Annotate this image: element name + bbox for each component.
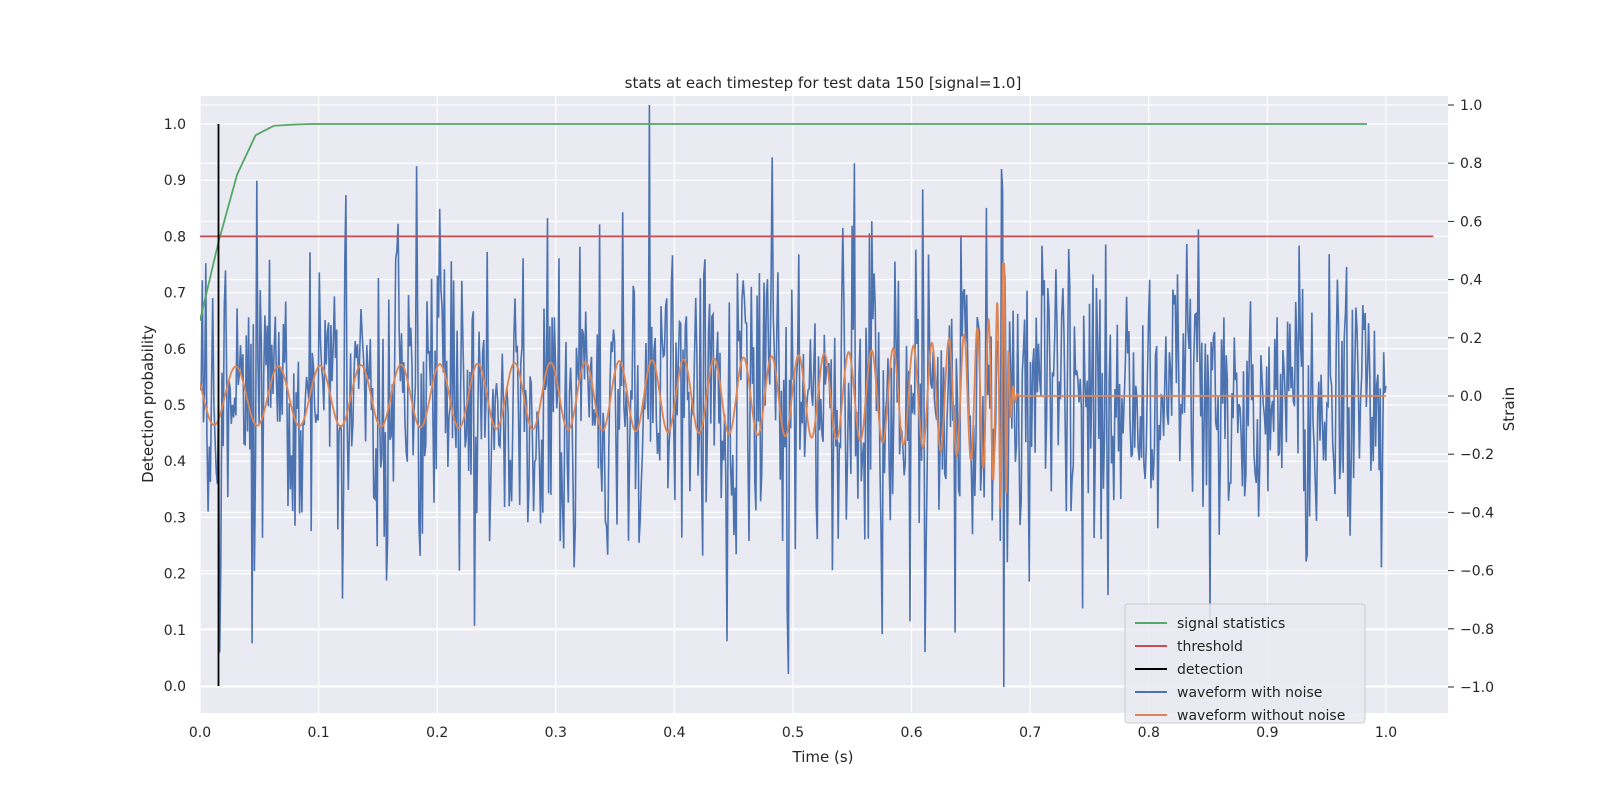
legend-label: signal statistics: [1177, 616, 1285, 632]
right-tick-label: −1.0: [1460, 680, 1494, 696]
left-tick-label: 0.2: [164, 567, 186, 583]
legend-label: waveform without noise: [1177, 708, 1345, 724]
right-tick-label: 0.4: [1460, 273, 1482, 289]
right-tick-label: −0.2: [1460, 447, 1494, 463]
left-tick-label: 0.3: [164, 510, 186, 526]
x-tick-label: 0.5: [782, 725, 804, 741]
legend-box: [1124, 603, 1366, 724]
series-layer: [200, 104, 1434, 688]
right-tick-label: 0.2: [1460, 331, 1482, 347]
legend-label: detection: [1177, 662, 1243, 678]
left-tick-label: 0.5: [164, 398, 186, 414]
legend-item: detection: [1135, 662, 1243, 678]
right-tick-label: 1.0: [1460, 98, 1482, 114]
legend-item: waveform with noise: [1135, 685, 1322, 701]
legend-label: threshold: [1177, 639, 1243, 655]
right-tick-label: 0.0: [1460, 389, 1482, 405]
x-tick-label: 0.1: [307, 725, 329, 741]
legend-item: signal statistics: [1135, 616, 1285, 632]
x-tick-label: 0.9: [1256, 725, 1278, 741]
left-tick-label: 0.4: [164, 454, 186, 470]
left-axis-title: Detection probability: [139, 325, 157, 483]
legend: signal statistics threshold detection wavef…: [1124, 603, 1366, 724]
x-tick-label: 1.0: [1375, 725, 1397, 741]
left-tick-label: 0.1: [164, 623, 186, 639]
right-tick-label: 0.8: [1460, 156, 1482, 172]
x-tick-label: 0.2: [426, 725, 448, 741]
left-tick-label: 0.7: [164, 286, 186, 302]
right-tick-label: −0.6: [1460, 564, 1494, 580]
right-axis-ticks: −1.0 −0.8 −0.6 −0.4 −0.2 0.0 0.2 0.4 0.6 0.8 1.0: [1448, 98, 1494, 696]
left-tick-label: 0.6: [164, 342, 186, 358]
series-waveform-without-noise: [200, 262, 1386, 509]
legend-item: threshold: [1135, 639, 1243, 655]
right-axis-title: Strain: [1500, 387, 1518, 431]
left-axis-ticks: 0.0 0.1 0.2 0.3 0.4 0.5 0.6 0.7 0.8 0.9 1.0: [164, 117, 186, 695]
left-tick-label: 0.9: [164, 173, 186, 189]
right-tick-label: −0.4: [1460, 505, 1494, 521]
x-tick-label: 0.8: [1138, 725, 1160, 741]
x-tick-label: 0.6: [900, 725, 922, 741]
right-tick-label: 0.6: [1460, 214, 1482, 230]
left-tick-label: 0.0: [164, 679, 186, 695]
x-axis-title: Time (s): [792, 748, 854, 766]
chart-title: stats at each timestep for test data 150…: [625, 74, 1022, 92]
right-tick-label: −0.8: [1460, 622, 1494, 638]
x-tick-label: 0.3: [545, 725, 567, 741]
x-tick-label: 0.7: [1019, 725, 1041, 741]
x-axis-ticks: 0.0 0.1 0.2 0.3 0.4 0.5 0.6 0.7 0.8 0.9 1.0: [189, 725, 1397, 741]
legend-label: waveform with noise: [1177, 685, 1322, 701]
series-signal-statistics: [200, 123, 1367, 321]
legend-item: waveform without noise: [1135, 708, 1345, 724]
left-tick-label: 1.0: [164, 117, 186, 133]
x-tick-label: 0.0: [189, 725, 211, 741]
x-tick-label: 0.4: [663, 725, 685, 741]
left-tick-label: 0.8: [164, 229, 186, 245]
